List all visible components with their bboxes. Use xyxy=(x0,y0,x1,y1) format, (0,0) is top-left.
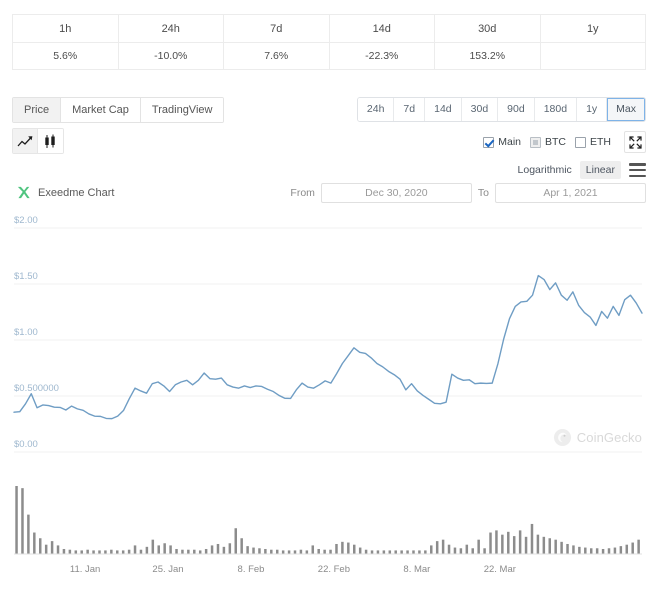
checkbox-box-icon xyxy=(530,136,541,148)
checkbox-eth-label: ETH xyxy=(590,136,611,148)
series-toggle-row: Main BTC ETH xyxy=(483,131,646,153)
svg-text:$2.00: $2.00 xyxy=(14,215,38,226)
checkbox-btc[interactable]: BTC xyxy=(530,136,566,148)
range-24h[interactable]: 24h xyxy=(357,98,395,121)
from-label: From xyxy=(290,187,315,199)
price-chart-y-labels: $0.00 $0.500000 $1.00 $1.50 $2.00 xyxy=(14,215,59,450)
line-chart-button[interactable] xyxy=(13,129,38,153)
candlestick-chart-button[interactable] xyxy=(38,129,63,153)
chart-type-switcher xyxy=(12,128,64,154)
stats-header-cell: 14d xyxy=(328,14,435,43)
price-chart-gridlines xyxy=(14,227,642,453)
range-90d[interactable]: 90d xyxy=(498,98,535,121)
checkbox-main-label: Main xyxy=(498,136,521,148)
checkbox-main[interactable]: Main xyxy=(483,136,521,148)
tab-price[interactable]: Price xyxy=(13,98,62,122)
volume-bar-chart[interactable]: 11. Jan 25. Jan 8. Feb 22. Feb 8. Mar 22. Mar xyxy=(0,478,658,578)
coingecko-logo-icon xyxy=(553,428,571,447)
svg-text:8. Mar: 8. Mar xyxy=(403,564,430,575)
stats-value-cell: 153.2% xyxy=(434,42,541,70)
table-header-row: 1h 24h 7d 14d 30d 1y xyxy=(12,14,646,43)
stats-header-cell: 7d xyxy=(223,14,330,43)
stats-header-cell: 1y xyxy=(539,14,646,43)
svg-text:$1.50: $1.50 xyxy=(14,271,38,282)
svg-text:$1.00: $1.00 xyxy=(14,327,38,338)
range-max[interactable]: Max xyxy=(607,98,645,121)
stats-value-cell xyxy=(539,42,646,70)
stats-header-cell: 24h xyxy=(117,14,224,43)
table-value-row: 5.6% -10.0% 7.6% -22.3% 153.2% xyxy=(12,42,646,70)
volume-chart-x-labels: 11. Jan 25. Jan 8. Feb 22. Feb 8. Mar 22. Mar xyxy=(70,564,516,575)
svg-text:25. Jan: 25. Jan xyxy=(152,564,183,575)
scale-linear[interactable]: Linear xyxy=(579,161,621,179)
svg-text:8. Feb: 8. Feb xyxy=(238,564,265,575)
range-30d[interactable]: 30d xyxy=(461,98,499,121)
stats-value-cell: 5.6% xyxy=(12,42,119,70)
price-change-table: 1h 24h 7d 14d 30d 1y 5.6% -10.0% 7.6% -2… xyxy=(12,14,646,70)
checkmark-icon xyxy=(483,136,495,148)
stats-table: 1h 24h 7d 14d 30d 1y 5.6% -10.0% 7.6% -2… xyxy=(12,14,646,70)
date-range-group: From To xyxy=(290,183,646,203)
coingecko-watermark: CoinGecko xyxy=(553,428,642,447)
range-14d[interactable]: 14d xyxy=(425,98,462,121)
range-1y[interactable]: 1y xyxy=(577,98,608,121)
hamburger-menu-icon[interactable] xyxy=(629,163,646,177)
checkbox-box-icon xyxy=(575,136,586,148)
range-180d[interactable]: 180d xyxy=(534,98,578,121)
checkbox-eth[interactable]: ETH xyxy=(575,136,611,148)
svg-text:22. Mar: 22. Mar xyxy=(484,564,516,575)
to-label: To xyxy=(477,187,489,199)
price-line-chart[interactable]: $0.00 $0.500000 $1.00 $1.50 $2.00 xyxy=(0,210,658,465)
stats-header-cell: 30d xyxy=(434,14,541,43)
fullscreen-button[interactable] xyxy=(624,131,646,153)
svg-text:22. Feb: 22. Feb xyxy=(318,564,350,575)
time-range-buttons: 24h 7d 14d 30d 90d 180d 1y Max xyxy=(356,97,646,122)
checkbox-btc-label: BTC xyxy=(545,136,566,148)
scale-logarithmic[interactable]: Logarithmic xyxy=(517,164,572,176)
chart-title-text: Exeedme Chart xyxy=(38,186,115,199)
svg-text:11. Jan: 11. Jan xyxy=(70,564,100,575)
candlestick-chart-icon xyxy=(45,134,55,148)
exeedme-x-logo-icon xyxy=(17,186,30,199)
coingecko-watermark-text: CoinGecko xyxy=(576,430,642,445)
view-tabs: Price Market Cap TradingView xyxy=(12,97,225,123)
price-line-path xyxy=(13,274,643,420)
svg-text:$0.00: $0.00 xyxy=(14,439,38,450)
fullscreen-expand-icon xyxy=(628,135,642,149)
tab-market-cap[interactable]: Market Cap xyxy=(61,98,141,122)
line-chart-icon xyxy=(17,135,32,146)
from-date-input[interactable] xyxy=(320,183,472,203)
to-date-input[interactable] xyxy=(495,183,646,203)
range-7d[interactable]: 7d xyxy=(394,98,426,121)
volume-bars xyxy=(15,486,640,554)
stats-value-cell: -22.3% xyxy=(328,42,435,70)
chart-title-group: Exeedme Chart xyxy=(16,185,114,200)
svg-text:$0.500000: $0.500000 xyxy=(14,383,59,394)
stats-value-cell: -10.0% xyxy=(117,42,224,70)
tab-tradingview[interactable]: TradingView xyxy=(140,98,224,122)
stats-value-cell: 7.6% xyxy=(223,42,330,70)
stats-header-cell: 1h xyxy=(12,14,119,43)
scale-toggle-row: Logarithmic Linear xyxy=(512,161,646,179)
